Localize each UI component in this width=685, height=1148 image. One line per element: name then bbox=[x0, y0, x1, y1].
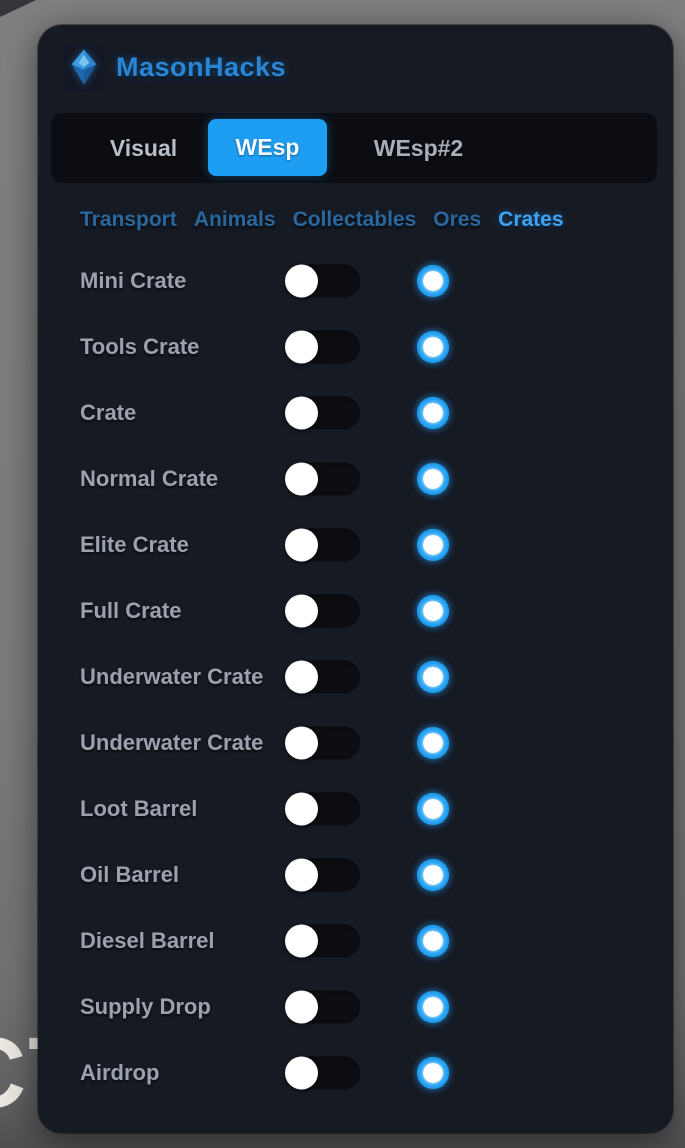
esp-item-toggle[interactable] bbox=[285, 726, 360, 760]
esp-item-color-picker[interactable] bbox=[417, 529, 449, 561]
esp-item-label: Diesel Barrel bbox=[80, 928, 215, 953]
toggle-knob bbox=[285, 990, 318, 1024]
esp-item-row: Tools Crate bbox=[38, 314, 673, 380]
color-picker-center bbox=[423, 271, 443, 291]
sub-tab-bar: Transport Animals Collectables Ores Crat… bbox=[80, 205, 660, 235]
esp-item-color-picker[interactable] bbox=[417, 661, 449, 693]
esp-item-label: Underwater Crate bbox=[80, 730, 264, 755]
background-wedge bbox=[0, 0, 36, 17]
esp-item-color-picker[interactable] bbox=[417, 991, 449, 1023]
main-tab-bar: Visual WEsp WEsp#2 bbox=[51, 113, 657, 183]
esp-item-label: Elite Crate bbox=[80, 532, 189, 557]
color-picker-center bbox=[423, 997, 443, 1017]
esp-item-row: Underwater Crate bbox=[38, 710, 673, 776]
esp-item-row: Oil Barrel bbox=[38, 842, 673, 908]
color-picker-center bbox=[423, 535, 443, 555]
toggle-knob bbox=[285, 660, 318, 694]
toggle-knob bbox=[285, 330, 318, 364]
toggle-knob bbox=[285, 396, 318, 430]
esp-item-toggle[interactable] bbox=[285, 660, 360, 694]
esp-item-toggle[interactable] bbox=[285, 264, 360, 298]
color-picker-center bbox=[423, 865, 443, 885]
toggle-knob bbox=[285, 726, 318, 760]
tab-wesp2[interactable]: WEsp#2 bbox=[373, 135, 464, 161]
color-picker-center bbox=[423, 469, 443, 489]
toggle-knob bbox=[285, 462, 318, 496]
color-picker-center bbox=[423, 337, 443, 357]
cheat-menu-panel: MasonHacks Visual WEsp WEsp#2 Transport … bbox=[38, 25, 673, 1133]
toggle-knob bbox=[285, 858, 318, 892]
toggle-knob bbox=[285, 594, 318, 628]
esp-item-row: Mini Crate bbox=[38, 248, 673, 314]
esp-item-toggle[interactable] bbox=[285, 396, 360, 430]
subtab-crates[interactable]: Crates bbox=[498, 208, 564, 231]
esp-item-row: Full Crate bbox=[38, 578, 673, 644]
esp-item-row: Normal Crate bbox=[38, 446, 673, 512]
tab-visual[interactable]: Visual bbox=[109, 135, 178, 161]
app-title: MasonHacks bbox=[116, 52, 287, 82]
esp-item-label: Oil Barrel bbox=[80, 862, 180, 887]
toggle-knob bbox=[285, 1056, 318, 1090]
esp-item-toggle[interactable] bbox=[285, 330, 360, 364]
esp-item-color-picker[interactable] bbox=[417, 1057, 449, 1089]
color-picker-center bbox=[423, 403, 443, 423]
esp-item-toggle[interactable] bbox=[285, 462, 360, 496]
esp-item-label: Mini Crate bbox=[80, 268, 187, 293]
esp-item-toggle[interactable] bbox=[285, 924, 360, 958]
color-picker-center bbox=[423, 601, 443, 621]
panel-header: MasonHacks bbox=[38, 43, 673, 91]
esp-item-label: Underwater Crate bbox=[80, 664, 264, 689]
esp-item-color-picker[interactable] bbox=[417, 463, 449, 495]
subtab-ores[interactable]: Ores bbox=[433, 208, 482, 231]
esp-item-row: Loot Barrel bbox=[38, 776, 673, 842]
esp-item-toggle[interactable] bbox=[285, 792, 360, 826]
subtab-transport[interactable]: Transport bbox=[80, 208, 177, 231]
esp-item-label: Loot Barrel bbox=[80, 796, 198, 821]
esp-item-toggle[interactable] bbox=[285, 528, 360, 562]
color-picker-center bbox=[423, 667, 443, 687]
toggle-knob bbox=[285, 792, 318, 826]
esp-item-label: Crate bbox=[80, 400, 137, 425]
gem-icon bbox=[71, 49, 97, 85]
toggle-knob bbox=[285, 924, 318, 958]
esp-item-color-picker[interactable] bbox=[417, 595, 449, 627]
subtab-animals[interactable]: Animals bbox=[193, 208, 276, 231]
color-picker-center bbox=[423, 733, 443, 753]
tab-wesp[interactable]: WEsp bbox=[208, 119, 327, 176]
esp-item-color-picker[interactable] bbox=[417, 727, 449, 759]
subtab-collectables[interactable]: Collectables bbox=[292, 208, 417, 231]
esp-item-label: Airdrop bbox=[80, 1060, 160, 1085]
color-picker-center bbox=[423, 1063, 443, 1083]
esp-item-row: Supply Drop bbox=[38, 974, 673, 1040]
esp-item-row: Underwater Crate bbox=[38, 644, 673, 710]
color-picker-center bbox=[423, 799, 443, 819]
esp-item-toggle[interactable] bbox=[285, 990, 360, 1024]
esp-item-toggle[interactable] bbox=[285, 1056, 360, 1090]
esp-item-row: Elite Crate bbox=[38, 512, 673, 578]
esp-item-color-picker[interactable] bbox=[417, 397, 449, 429]
toggle-knob bbox=[285, 264, 318, 298]
esp-item-label: Tools Crate bbox=[80, 334, 200, 359]
esp-item-row: Diesel Barrel bbox=[38, 908, 673, 974]
esp-item-row: Crate bbox=[38, 380, 673, 446]
esp-item-color-picker[interactable] bbox=[417, 265, 449, 297]
esp-item-label: Full Crate bbox=[80, 598, 182, 623]
esp-item-color-picker[interactable] bbox=[417, 925, 449, 957]
esp-item-row: Airdrop bbox=[38, 1040, 673, 1106]
esp-item-label: Supply Drop bbox=[80, 994, 211, 1019]
toggle-knob bbox=[285, 528, 318, 562]
esp-item-list: Mini Crate Tools Crate Crate bbox=[38, 248, 673, 1106]
esp-item-toggle[interactable] bbox=[285, 858, 360, 892]
esp-item-label: Normal Crate bbox=[80, 466, 219, 491]
esp-item-color-picker[interactable] bbox=[417, 331, 449, 363]
logo-container bbox=[60, 43, 108, 91]
color-picker-center bbox=[423, 931, 443, 951]
esp-item-toggle[interactable] bbox=[285, 594, 360, 628]
esp-item-color-picker[interactable] bbox=[417, 859, 449, 891]
esp-item-color-picker[interactable] bbox=[417, 793, 449, 825]
